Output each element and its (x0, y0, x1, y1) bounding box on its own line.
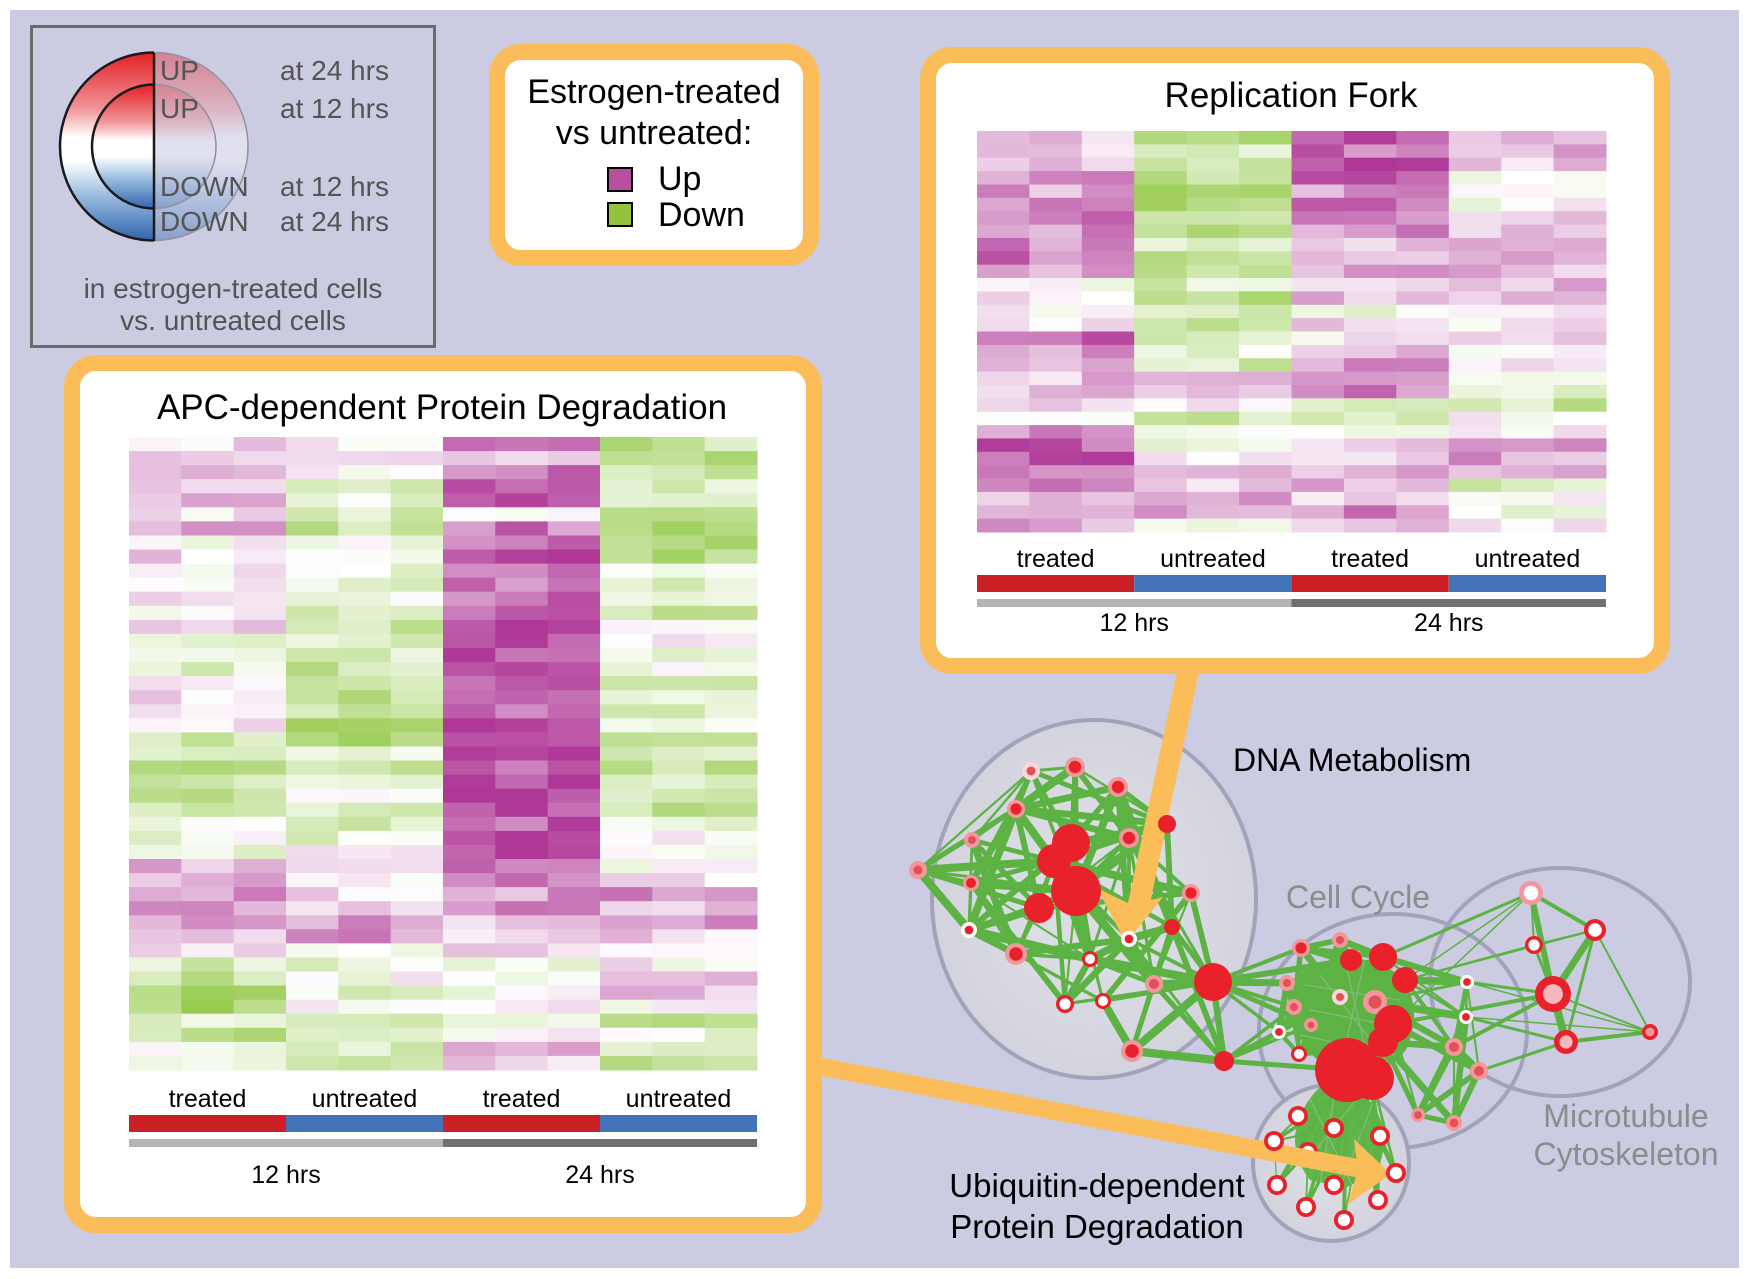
svg-text:Microtubule: Microtubule (1543, 1098, 1708, 1134)
svg-text:Down: Down (658, 196, 745, 234)
svg-text:APC-dependent Protein Degradat: APC-dependent Protein Degradation (157, 388, 727, 427)
svg-text:untreated: untreated (626, 1085, 732, 1113)
svg-text:untreated: untreated (312, 1085, 418, 1113)
svg-text:Ubiquitin-dependent: Ubiquitin-dependent (949, 1167, 1244, 1204)
svg-text:24 hrs: 24 hrs (565, 1161, 634, 1189)
svg-text:Up: Up (658, 160, 701, 198)
svg-text:Cytoskeleton: Cytoskeleton (1534, 1136, 1719, 1172)
svg-text:treated: treated (169, 1085, 247, 1113)
svg-text:untreated: untreated (1160, 545, 1266, 573)
svg-text:treated: treated (483, 1085, 561, 1113)
svg-text:Protein Degradation: Protein Degradation (950, 1208, 1244, 1245)
svg-text:untreated: untreated (1475, 545, 1581, 573)
svg-text:Cell Cycle: Cell Cycle (1286, 879, 1430, 915)
svg-text:12 hrs: 12 hrs (1099, 609, 1168, 637)
svg-text:DNA Metabolism: DNA Metabolism (1233, 742, 1471, 778)
svg-text:12 hrs: 12 hrs (251, 1161, 320, 1189)
svg-text:treated: treated (1331, 545, 1409, 573)
svg-text:24 hrs: 24 hrs (1414, 609, 1483, 637)
svg-text:Replication Fork: Replication Fork (1165, 76, 1418, 115)
svg-text:treated: treated (1017, 545, 1095, 573)
